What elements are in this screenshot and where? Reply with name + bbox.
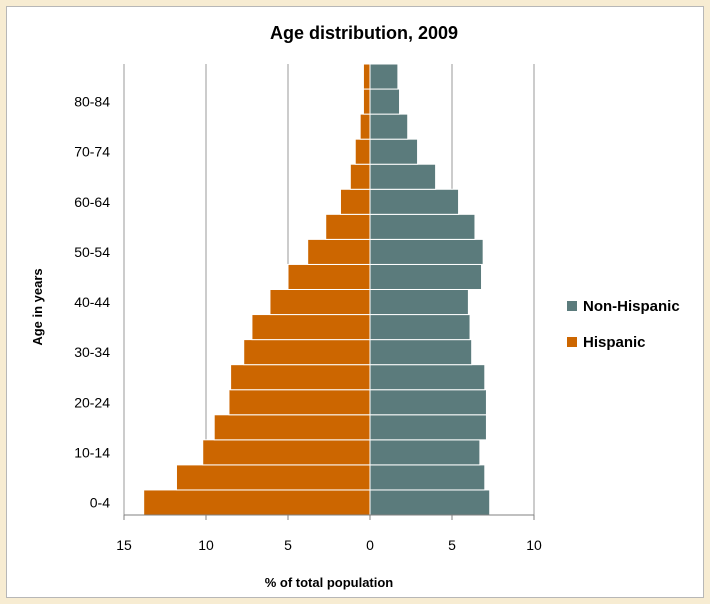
y-tick-label: 0-4: [90, 494, 110, 510]
non-hispanic-bar-55-59: [369, 213, 476, 240]
legend-swatch: [567, 337, 577, 347]
hispanic-bar-55-59: [325, 213, 371, 240]
hispanic-bar-15-19: [213, 414, 371, 441]
non-hispanic-bar-5-9: [369, 464, 486, 491]
x-axis-title: % of total population: [265, 575, 394, 590]
non-hispanic-bar-75-79: [369, 113, 409, 140]
hispanic-bar-80-84: [362, 88, 371, 115]
legend-swatch: [567, 301, 577, 311]
non-hispanic-bar-35-39: [369, 314, 471, 341]
non-hispanic-bar-15-19: [369, 414, 487, 441]
non-hispanic-bar-80-84: [369, 88, 401, 115]
hispanic-bar-50-54: [307, 238, 371, 265]
chart-title: Age distribution, 2009: [270, 23, 458, 43]
non-hispanic-bar-40-44: [369, 289, 469, 316]
x-tick-label: 10: [526, 537, 542, 553]
non-hispanic-bar-85plus: [369, 63, 399, 90]
hispanic-bar-25-29: [230, 364, 371, 391]
y-tick-label: 50-54: [74, 244, 110, 260]
legend-label: Hispanic: [583, 334, 646, 351]
hispanic-bar-70-74: [354, 138, 371, 165]
hispanic-bar-10-14: [202, 439, 371, 466]
y-tick-label: 70-74: [74, 144, 110, 160]
non-hispanic-bar-70-74: [369, 138, 419, 165]
hispanic-bar-0-4: [143, 489, 371, 516]
hispanic-bar-65-69: [349, 163, 371, 190]
hispanic-bar-20-24: [228, 389, 371, 416]
bars-group: [143, 63, 491, 516]
legend: Non-Hispanic Hispanic: [567, 298, 680, 351]
hispanic-bar-85plus: [362, 63, 371, 90]
non-hispanic-bar-45-49: [369, 263, 483, 291]
non-hispanic-bar-25-29: [369, 364, 486, 391]
y-axis-title: Age in years: [30, 268, 45, 345]
y-tick-label: 60-64: [74, 194, 110, 210]
x-tick-label: 5: [284, 537, 292, 553]
y-tick-labels: 0-4 10-14 20-24 30-34 40-44 50-54 60-64 70-74 80…: [74, 94, 110, 511]
non-hispanic-bar-0-4: [369, 489, 491, 516]
x-tick-label: 5: [448, 537, 456, 553]
y-tick-label: 20-24: [74, 394, 110, 410]
population-pyramid-chart: Age distribution, 2009 0-4 10-14 20-24 30-3…: [30, 23, 680, 590]
hispanic-bar-5-9: [175, 464, 371, 491]
hispanic-bar-35-39: [251, 314, 371, 341]
non-hispanic-bar-50-54: [369, 238, 484, 265]
chart-panel: Age distribution, 2009 0-4 10-14 20-24 30-3…: [6, 6, 704, 598]
non-hispanic-bar-60-64: [369, 188, 460, 215]
x-tick-labels: 15 10 5 0 5 10: [116, 537, 542, 553]
y-tick-label: 40-44: [74, 294, 110, 310]
legend-label: Non-Hispanic: [583, 298, 680, 315]
axes-group: [123, 514, 535, 520]
y-tick-label: 30-34: [74, 344, 110, 360]
hispanic-bar-30-34: [243, 339, 371, 366]
hispanic-bar-45-49: [287, 263, 371, 291]
hispanic-bar-60-64: [339, 188, 371, 215]
hispanic-bar-40-44: [269, 289, 371, 316]
y-tick-label: 80-84: [74, 94, 110, 110]
non-hispanic-bar-65-69: [369, 163, 437, 190]
hispanic-bar-75-79: [359, 113, 371, 140]
x-tick-label: 0: [366, 537, 374, 553]
x-tick-label: 15: [116, 537, 132, 553]
non-hispanic-bar-10-14: [369, 439, 481, 466]
x-tick-label: 10: [198, 537, 214, 553]
non-hispanic-bar-20-24: [369, 389, 487, 416]
y-tick-label: 10-14: [74, 444, 110, 460]
non-hispanic-bar-30-34: [369, 339, 473, 366]
